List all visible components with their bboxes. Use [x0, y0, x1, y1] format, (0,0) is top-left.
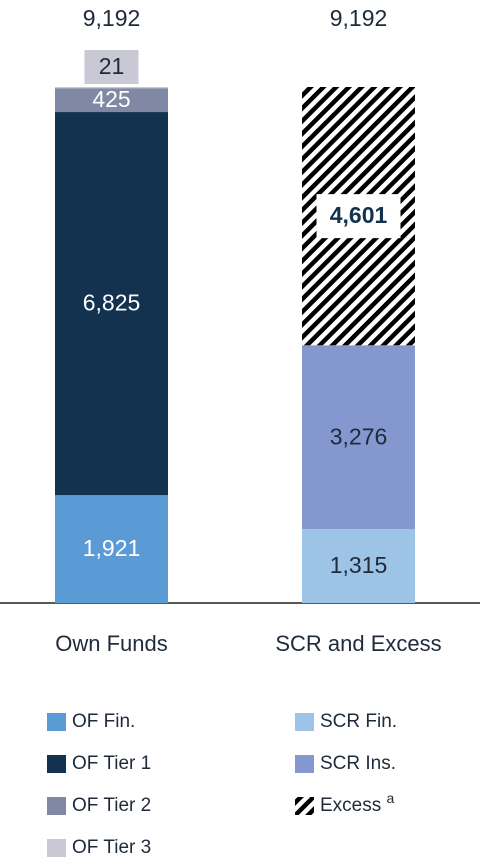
bar-segment: [55, 87, 168, 89]
segment-label: 1,921: [83, 535, 141, 561]
legend-label: OF Tier 2: [72, 795, 151, 816]
legend-swatch: [47, 797, 66, 815]
legend-swatch: [47, 713, 66, 731]
total-label: 9,192: [83, 5, 141, 31]
legend-swatch: [295, 797, 314, 815]
legend-name: SCR Fin.: [320, 711, 397, 732]
segment-label: 1,315: [330, 552, 388, 578]
segment-label: 6,825: [83, 290, 141, 316]
segment-label: 21: [99, 53, 125, 79]
legend-label: SCR Ins.: [320, 753, 396, 774]
legend-label: OF Fin.: [72, 711, 135, 732]
legend-swatch: [295, 713, 314, 731]
legend-note: a: [387, 790, 395, 806]
bar-segment: [55, 112, 168, 496]
legend-swatch: [295, 755, 314, 773]
legend-label: Excess a: [320, 790, 395, 816]
category-label: Own Funds: [55, 631, 168, 656]
bar-segment: [55, 88, 168, 113]
bar-segment: [302, 529, 415, 603]
category-label: SCR and Excess: [275, 631, 441, 656]
legend-swatch: [47, 839, 66, 857]
legend-swatch: [47, 755, 66, 773]
legend-name: OF Tier 1: [72, 753, 151, 774]
legend-name: OF Tier 3: [72, 837, 151, 858]
legend-label: SCR Fin.: [320, 711, 397, 732]
legend-label: OF Tier 3: [72, 837, 151, 858]
segment-label: 425: [92, 86, 130, 112]
legend-label: OF Tier 1: [72, 753, 151, 774]
legend-name: OF Tier 2: [72, 795, 151, 816]
bar-segment: [55, 495, 168, 603]
legend-name: SCR Ins.: [320, 753, 396, 774]
total-label: 9,192: [330, 5, 388, 31]
legend-name: Excess: [320, 795, 381, 816]
label-box: [316, 194, 401, 239]
bar-segment: [302, 345, 415, 530]
segment-label: 4,601: [330, 202, 388, 228]
label-box: [84, 50, 139, 84]
segment-label: 3,276: [330, 423, 388, 449]
legend-name: OF Fin.: [72, 711, 135, 732]
